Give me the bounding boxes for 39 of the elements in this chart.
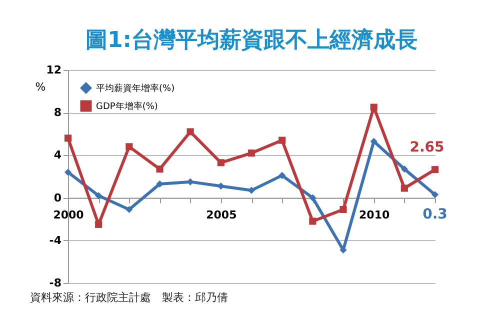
point [431,191,439,198]
point [340,206,347,214]
point [278,172,286,179]
source-note: 資料來源：行政院主計處 製表：邱乃倩 [30,290,228,305]
point [186,128,194,136]
data-label: 2.65 [410,140,444,156]
point [95,220,102,228]
legend-label: 平均薪資年增率(%) [96,83,175,94]
point [431,166,439,174]
point [217,182,224,190]
chart-title: 圖1:台灣平均薪資跟不上經濟成長 [85,27,418,53]
point [156,166,164,173]
y-tick-label: 4 [54,148,62,162]
y-tick-label: 12 [46,64,62,76]
point [370,138,378,145]
point [370,104,378,111]
y-tick-label: 8 [54,106,62,120]
point [278,136,286,144]
point [64,168,72,176]
x-tick-label: 2010 [359,208,390,222]
data-label: 0.3 [422,206,448,223]
point [400,184,408,192]
point [156,180,164,188]
point [126,206,133,214]
point [126,143,133,150]
y-tick-label: -8 [49,276,62,290]
y-axis-title: % [35,80,46,94]
point [248,150,256,157]
point [309,218,316,225]
y-tick-label: 0 [54,191,62,204]
point [64,134,72,142]
point [309,194,316,202]
y-tick-label: -4 [49,234,62,247]
point [217,159,224,166]
point [400,166,408,173]
x-tick-label: 2000 [53,208,84,222]
x-tick-label: 2005 [206,208,237,222]
point [95,192,102,200]
legend-label: GDP年增率(%) [96,101,158,112]
